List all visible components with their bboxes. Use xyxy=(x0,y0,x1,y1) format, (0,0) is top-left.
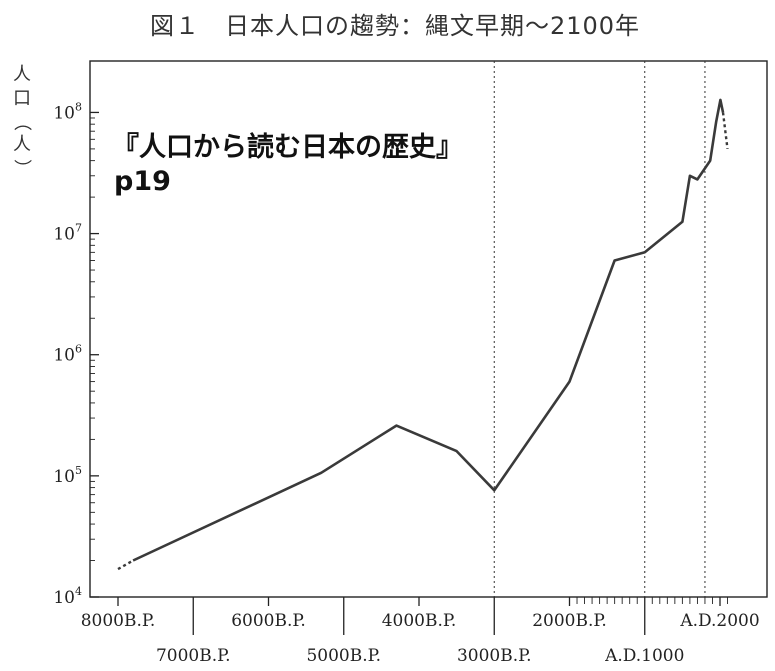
x-tick-label: 8000B.P. xyxy=(81,611,156,631)
x-tick-label: 2000B.P. xyxy=(532,611,607,631)
chart-title: 図１ 日本人口の趨勢：縄文早期〜2100年 xyxy=(150,12,640,40)
y-axis-label-char: （ xyxy=(11,113,32,131)
x-tick-label: A.D.1000 xyxy=(604,646,684,666)
x-tick-label: 5000B.P. xyxy=(306,646,381,666)
y-axis-label: 人口（人） xyxy=(11,64,32,177)
x-tick-label: 4000B.P. xyxy=(382,611,457,631)
y-tick-label: 108 xyxy=(53,100,82,123)
population-line-dashed xyxy=(117,559,134,571)
y-axis-ticks: 104 105 106 107 108 xyxy=(53,100,99,608)
y-axis-label-char: 人 xyxy=(13,134,31,155)
y-tick-label: 104 xyxy=(53,585,82,608)
x-tick-label: 7000B.P. xyxy=(156,646,231,666)
x-tick-label: A.D.2000 xyxy=(679,611,759,631)
x-tick-label: 6000B.P. xyxy=(231,611,306,631)
x-tick-label: 3000B.P. xyxy=(457,646,532,666)
y-tick-label: 106 xyxy=(53,343,82,366)
y-axis-label-char: ） xyxy=(11,159,32,177)
plot-frame xyxy=(89,60,768,598)
source-page: p19 xyxy=(114,166,171,197)
source-citation: 『人口から読む日本の歴史』 xyxy=(112,131,463,163)
population-line-dashed xyxy=(721,112,729,150)
x-axis-ticks: 8000B.P.7000B.P.6000B.P.5000B.P.4000B.P.… xyxy=(81,597,760,666)
population-line xyxy=(132,98,725,562)
y-axis-label-char: 人 xyxy=(13,64,31,85)
y-axis-label-char: 口 xyxy=(13,88,31,109)
population-series xyxy=(117,98,729,571)
dotted-era-lines xyxy=(493,61,706,597)
y-tick-label: 107 xyxy=(53,222,82,245)
y-tick-label: 105 xyxy=(53,464,82,487)
